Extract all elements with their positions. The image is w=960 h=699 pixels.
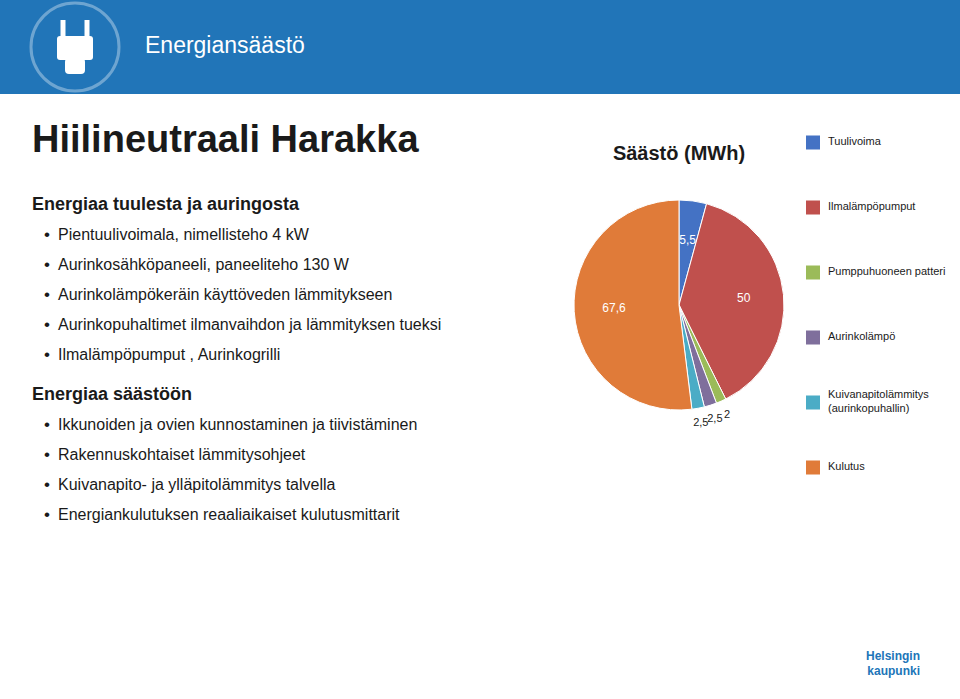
legend-swatch <box>806 461 820 475</box>
bullet: • <box>44 345 50 364</box>
data-label: 5,5 <box>679 233 696 247</box>
page: Energiansäästö Hiilineutraali Harakka Ener… <box>0 0 960 699</box>
legend: Tuulivoima Ilmalämpöpumput Pumppuhuoneen p… <box>806 135 945 474</box>
section-header: Energiaa tuulesta ja auringosta <box>32 194 300 214</box>
icon-prong <box>85 20 90 36</box>
bullet: • <box>44 285 50 304</box>
legend-label: Ilmalämpöpumput <box>828 200 915 212</box>
legend-label: Kulutus <box>828 460 865 472</box>
bullet: • <box>44 315 50 334</box>
bullet-item: Rakennuskohtaiset lämmitysohjeet <box>58 446 306 463</box>
logo-text: Helsinginkaupunki <box>866 649 920 678</box>
header-text: Energiansäästö <box>145 32 305 58</box>
data-label: 2,5 <box>693 416 708 428</box>
bullet-item: Ikkunoiden ja ovien kunnostaminen ja tii… <box>58 416 417 433</box>
pie-slice <box>574 200 692 410</box>
bullet-item: Kuivanapito- ja ylläpitolämmitys talvell… <box>58 476 336 493</box>
legend-swatch <box>806 266 820 280</box>
header-bar <box>0 0 960 94</box>
bullet: • <box>44 475 50 494</box>
bullet: • <box>44 415 50 434</box>
icon-prong <box>61 20 66 36</box>
bullet: • <box>44 505 50 524</box>
data-label: 67,6 <box>602 301 626 315</box>
data-label: 2,5 <box>707 412 722 424</box>
icon-circle <box>31 3 119 91</box>
bullet-item: Ilmalämpöpumput , Aurinkogrilli <box>58 346 280 363</box>
bullet-item: Aurinkopuhaltimet ilmanvaihdon ja lämmit… <box>58 316 441 333</box>
icon-base <box>65 58 85 74</box>
data-label: 50 <box>737 291 751 305</box>
legend-label: Tuulivoima <box>828 135 882 147</box>
legend-swatch <box>806 331 820 345</box>
bullet: • <box>44 445 50 464</box>
bullet: • <box>44 225 50 244</box>
pie <box>574 200 784 410</box>
bullet-item: Energiankulutuksen reaaliaikaiset kulutu… <box>58 506 400 523</box>
data-label: 2 <box>724 408 730 420</box>
bullet-item: Pientuulivoimala, nimellisteho 4 kW <box>58 226 310 243</box>
legend-swatch <box>806 136 820 150</box>
chart-title: Säästö (MWh) <box>613 142 745 164</box>
legend-swatch <box>806 396 820 410</box>
legend-label: Kuivanapitolämmitys(aurinkopuhallin) <box>828 388 929 414</box>
bullet-item: Aurinkolämpökeräin käyttöveden lämmityks… <box>58 286 392 303</box>
title: Hiilineutraali Harakka <box>32 118 419 160</box>
bullet-item: Aurinkosähköpaneeli, paneeliteho 130 W <box>58 256 350 273</box>
icon-body <box>57 36 93 60</box>
legend-label: Aurinkolämpö <box>828 330 895 342</box>
data-labels: 5,55022,52,567,6 <box>602 233 750 428</box>
section-header: Energiaa säästöön <box>32 384 192 404</box>
header-icon <box>31 3 119 91</box>
bullet: • <box>44 255 50 274</box>
legend-swatch <box>806 201 820 215</box>
legend-label: Pumppuhuoneen patteri <box>828 265 945 277</box>
